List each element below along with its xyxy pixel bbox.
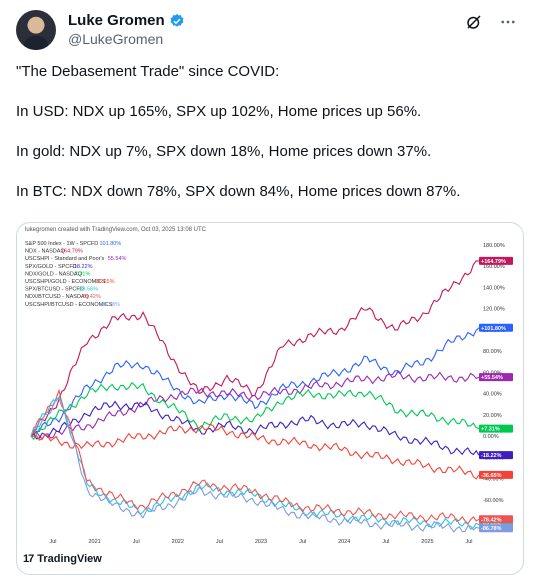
series-end-tag-label: +55.54% — [481, 375, 503, 381]
legend-series-name: NDX/GOLD - NASDAQ — [25, 271, 83, 277]
x-tick-label: Jul — [49, 539, 56, 545]
y-axis: 180.00%160.00%140.00%120.00%100.00%80.00… — [483, 243, 505, 525]
x-tick-label: 2023 — [255, 539, 267, 545]
y-tick-label: 140.00% — [483, 285, 505, 291]
series-end-tag-box — [479, 373, 513, 382]
series-end-tag-box — [479, 424, 513, 433]
chart-image[interactable]: lukegromen created with TradingView.com,… — [16, 222, 524, 575]
legend-series-name: NDX - NASDAQ — [25, 249, 65, 255]
legend-series-value: -18.22% — [72, 264, 93, 270]
chart-created-line: lukegromen created with TradingView.com,… — [25, 227, 206, 233]
series-end-tag-box — [479, 256, 513, 265]
series-line — [30, 423, 480, 480]
series-line — [30, 398, 480, 533]
series-end-tag: -36.65% — [479, 470, 513, 479]
x-tick-label: Jul — [299, 539, 306, 545]
post-paragraph: "The Debasement Trade" since COVID: — [16, 63, 280, 80]
y-tick-label: 120.00% — [483, 307, 505, 313]
series-end-tag-box — [479, 524, 513, 533]
legend-series-value: -36.65% — [94, 279, 115, 285]
series-end-tag: -18.22% — [479, 451, 513, 460]
series-end-tag: +101.80% — [479, 323, 513, 332]
y-tick-label: 80.00% — [483, 349, 502, 355]
author-name[interactable]: Luke Gromen — [68, 12, 165, 29]
header-actions — [464, 12, 518, 32]
y-tick-label: -60.00% — [483, 498, 504, 504]
x-tick-label: 2021 — [88, 539, 100, 545]
series-line — [30, 370, 480, 440]
legend-series-value: -83.56% — [78, 287, 99, 293]
series-end-tag-label: -36.65% — [481, 473, 502, 479]
y-tick-label: 160.00% — [483, 264, 505, 270]
verified-badge-icon — [170, 13, 184, 27]
series-end-tag-box — [479, 515, 513, 524]
x-tick-label: 2024 — [338, 539, 350, 545]
legend-series-name: USCSHPI/BTCUSD - ECONOMICS — [25, 302, 113, 308]
series-end-tag-box — [479, 451, 513, 460]
grok-icon[interactable] — [464, 12, 484, 32]
x-tick-label: Jul — [465, 539, 472, 545]
series-end-tag: -78.42% — [479, 515, 513, 524]
series-end-tag-label: +101.80% — [481, 326, 506, 332]
legend-series-name: NDX/BTCUSD - NASDAQ — [25, 294, 90, 300]
legend-series-name: SPX/BTCUSD - SPCFD — [25, 287, 84, 293]
x-tick-label: Jul — [382, 539, 389, 545]
series-end-tag: +7.31% — [479, 424, 513, 433]
x-tick-label: 2025 — [421, 539, 433, 545]
series-line — [30, 381, 480, 441]
series-end-tag-label: -86.78% — [481, 526, 502, 532]
post-header: Luke Gromen @LukeGromen — [16, 10, 518, 50]
series-end-tag-box — [479, 470, 513, 479]
y-tick-label: 180.00% — [483, 243, 505, 249]
series-end-tag-label: +164.79% — [481, 259, 506, 265]
tradingview-brand: TradingView — [37, 553, 102, 565]
author-name-row: Luke Gromen — [68, 12, 185, 29]
author-handle[interactable]: @LukeGromen — [68, 31, 164, 47]
series-end-tag: +55.54% — [479, 373, 513, 382]
legend-series-value: 55.54% — [108, 256, 127, 262]
legend-series-name: SPX/GOLD - SPCFD — [25, 264, 77, 270]
post-text: "The Debasement Trade" since COVID: In U… — [16, 62, 516, 222]
series-end-tag-label: -18.22% — [481, 453, 502, 459]
series-end-tag-box — [479, 323, 513, 332]
chart-legend: S&P 500 Index - 1W - SPCFD 101.80% NDX - N… — [25, 241, 127, 308]
y-tick-label: -40.00% — [483, 477, 504, 483]
x-tick-label: Jul — [133, 539, 140, 545]
series-line — [30, 260, 479, 437]
post-paragraph: In gold: NDX up 7%, SPX down 18%, Home p… — [16, 143, 432, 160]
legend-series-name: USCSHPI/GOLD - ECONOMICS — [25, 279, 106, 285]
more-options-icon[interactable] — [498, 12, 518, 32]
legend-series-value: -86.78% — [100, 302, 121, 308]
y-tick-label: 0.00% — [483, 434, 499, 440]
legend-series-value: 7.31% — [75, 271, 91, 277]
series-line — [30, 327, 480, 437]
x-tick-label: 2022 — [172, 539, 184, 545]
y-tick-label: 20.00% — [483, 413, 502, 419]
series-end-tag: +164.79% — [479, 256, 513, 265]
series-end-tag-label: -78.42% — [481, 517, 502, 523]
post-paragraph: In BTC: NDX down 78%, SPX down 84%, Home… — [16, 183, 461, 200]
y-tick-label: 40.00% — [483, 392, 502, 398]
series-line — [30, 388, 480, 525]
legend-series-value: 164.79% — [61, 249, 83, 255]
legend-series-name: USCSHPI - Standard and Poor's — [25, 256, 105, 262]
legend-series-value: 101.80% — [100, 241, 122, 247]
legend-series-name: S&P 500 Index - 1W - SPCFD — [25, 241, 98, 247]
tradingview-mark-icon: 17 — [23, 553, 34, 565]
tradingview-logo: 17 TradingView — [23, 553, 102, 565]
x-axis: Jul 2021 Jul 2022 Jul 2023 Jul 2024 Jul 2025 Jul — [49, 539, 472, 545]
line-chart: 180.00%160.00%140.00%120.00%100.00%80.00… — [25, 241, 513, 545]
legend-series-value: -78.42% — [80, 294, 101, 300]
post-paragraph: In USD: NDX up 165%, SPX up 102%, Home p… — [16, 103, 422, 120]
x-tick-label: Jul — [216, 539, 223, 545]
series-line — [30, 400, 480, 456]
series-end-tag-label: +7.31% — [481, 427, 500, 433]
series-end-tag: -86.78% — [479, 524, 513, 533]
avatar[interactable] — [16, 10, 56, 50]
